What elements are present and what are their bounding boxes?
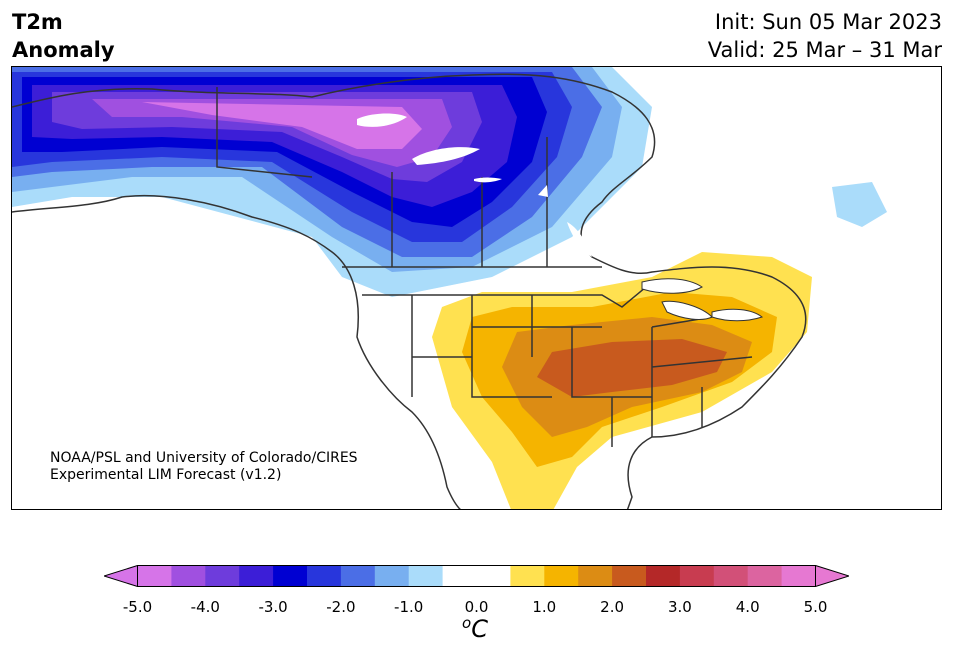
colorbar-tick-label: 5.0 [803,598,828,616]
colorbar-segment [781,565,816,587]
degree-symbol: o [462,614,472,632]
anomaly-map: NOAA/PSL and University of Colorado/CIRE… [11,66,942,510]
colorbar-segment [578,565,613,587]
colorbar-tick-label: 3.0 [667,598,692,616]
colorbar-segment [137,565,172,587]
canadian-lakes [357,113,592,257]
credit-line-1: NOAA/PSL and University of Colorado/CIRE… [50,450,358,466]
colorbar-extend-high [815,564,851,588]
colorbar-segment [747,565,783,587]
credit-line-2: Experimental LIM Forecast (v1.2) [50,467,282,483]
colorbar-segment [679,565,715,587]
colorbar-segment [171,565,206,587]
colorbar-segment [612,565,647,587]
unit-letter: C [471,615,488,643]
init-date: Init: Sun 05 Mar 2023 [714,10,942,34]
colorbar-tick-label: -2.0 [326,598,356,616]
title-line-1: T2m [12,10,63,34]
colorbar-segment [340,565,376,587]
colorbar-extend-low [102,564,138,588]
valid-date: Valid: 25 Mar – 31 Mar [707,38,942,62]
colorbar-segment [374,565,410,587]
great-lakes [641,278,764,322]
colorbar-tick-label: 2.0 [600,598,625,616]
colorbar-svg [102,564,851,588]
colorbar-segment [713,565,749,587]
colorbar-tick-label: 4.0 [735,598,760,616]
colorbar-segment [408,565,444,587]
colorbar-tick-label: 1.0 [532,598,557,616]
colorbar-segment [205,565,240,587]
colorbar-segment [646,565,681,587]
forecast-credit: NOAA/PSL and University of Colorado/CIRE… [50,450,358,484]
colorbar-segment [442,565,477,587]
colorbar-segment [476,565,511,587]
colorbar-tick-label: -5.0 [122,598,153,616]
map-svg [12,67,887,509]
forecast-dates: Init: Sun 05 Mar 2023 Valid: 25 Mar – 31… [708,8,942,64]
colorbar-tick-label: -3.0 [258,598,288,616]
cold-anomaly-region [12,67,887,297]
colorbar-segment [307,565,342,587]
title-line-2: Anomaly [12,38,115,62]
warm-anomaly-region [432,252,812,509]
colorbar-segment [544,565,579,587]
geographic-boundaries [12,73,807,509]
colorbar-outline [137,565,816,587]
colorbar-tick-label: 0.0 [464,598,489,616]
colorbar-segment [510,565,545,587]
colorbar-tick-label: -1.0 [394,598,424,616]
colorbar [102,564,851,588]
map-title: T2m Anomaly [12,8,115,64]
colorbar-tick-label: -4.0 [190,598,220,616]
colorbar-unit: oC [462,614,488,643]
colorbar-segment [239,565,274,587]
colorbar-segment [273,565,308,587]
